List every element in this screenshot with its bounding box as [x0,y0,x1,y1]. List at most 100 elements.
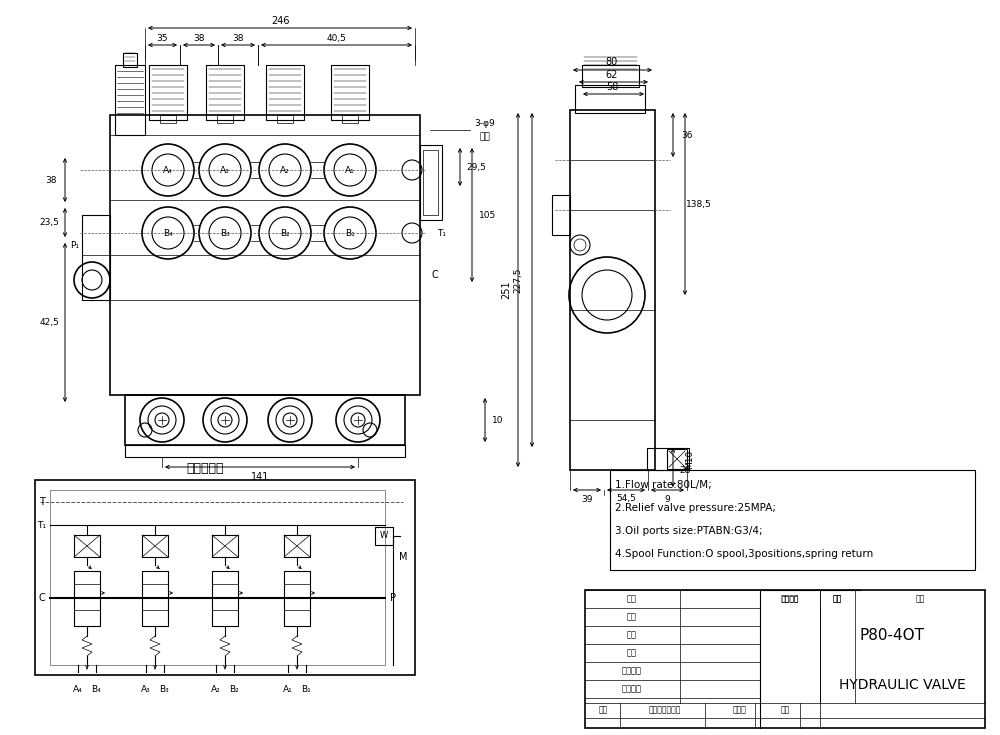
Text: 更改人: 更改人 [733,706,747,714]
Text: B₄: B₄ [91,684,101,694]
Bar [142,535,168,557]
Text: 9: 9 [664,495,670,503]
Text: 3.Oil ports size:PTABN:G3/4;: 3.Oil ports size:PTABN:G3/4; [615,526,763,536]
Text: M: M [399,552,407,562]
Text: 40,5: 40,5 [327,34,346,43]
Text: 日期: 日期 [780,706,790,714]
Bar [667,449,687,469]
Text: 重量: 重量 [832,595,842,603]
Text: HYDRAULIC VALVE: HYDRAULIC VALVE [839,678,965,692]
Bar [110,115,420,395]
Text: 校对: 校对 [627,648,637,658]
Text: 4.Spool Function:O spool,3positions,spring return: 4.Spool Function:O spool,3positions,spri… [615,549,873,559]
Bar [610,470,975,570]
Text: P: P [390,593,396,603]
Text: 35: 35 [157,34,168,43]
Text: 标准化查: 标准化查 [622,684,642,694]
Text: 138,5: 138,5 [686,199,712,209]
Bar [125,445,405,457]
Text: B₂: B₂ [229,684,239,694]
Bar [375,527,393,545]
Text: 141: 141 [251,472,269,482]
Text: 38: 38 [45,176,57,184]
Text: 1.Flow rate:80L/M;: 1.Flow rate:80L/M; [615,480,712,490]
Text: 39: 39 [581,495,593,503]
Text: A₂: A₂ [211,684,221,694]
Text: T: T [39,497,45,507]
Text: 246: 246 [271,16,289,26]
Bar [331,65,369,120]
Bar [570,110,655,470]
Text: 共页: 共页 [832,595,842,603]
Text: 58: 58 [606,82,618,92]
Text: T₁: T₁ [438,229,446,237]
Bar [284,571,310,626]
Bar [123,53,137,67]
Bar [206,65,244,120]
Bar [212,535,238,557]
Bar [160,115,176,123]
Text: 制图: 制图 [627,612,637,622]
Bar [647,448,689,470]
Text: A₁: A₁ [345,165,355,174]
Text: 23,5: 23,5 [39,218,59,227]
Text: 工艺检查: 工艺检查 [622,667,642,675]
Text: C: C [39,593,45,603]
Text: B₃: B₃ [220,229,230,237]
Bar [575,85,645,113]
Text: A₂: A₂ [280,165,290,174]
Bar [420,145,442,220]
Bar [35,480,415,675]
Text: A₁: A₁ [283,684,293,694]
Bar [284,535,310,557]
Text: 描图: 描图 [627,631,637,639]
Text: 10: 10 [492,415,504,425]
Bar [342,115,358,123]
Bar [582,65,639,87]
Text: C: C [432,270,438,280]
Text: 38: 38 [232,34,244,43]
Text: 2.Relief valve pressure:25MPA;: 2.Relief valve pressure:25MPA; [615,503,776,513]
Text: 图样标记: 图样标记 [781,595,799,603]
Bar [74,535,100,557]
Text: B₄: B₄ [163,229,173,237]
Bar [552,195,570,235]
Bar [585,590,985,728]
Text: A₃: A₃ [220,165,230,174]
Text: 液压原理图: 液压原理图 [186,462,224,475]
Bar [82,215,110,300]
Text: M10: M10 [686,449,694,469]
Bar [212,571,238,626]
Bar [423,150,438,215]
Text: A₃: A₃ [141,684,151,694]
Bar [266,65,304,120]
Bar [125,395,405,445]
Bar [217,115,233,123]
Text: 105: 105 [479,210,497,220]
Text: 通孔: 通孔 [480,132,490,142]
Text: W: W [380,531,388,540]
Text: 设计: 设计 [627,595,637,603]
Text: 80: 80 [606,57,618,67]
Text: 标记: 标记 [598,706,608,714]
Text: 更改内容或依据: 更改内容或依据 [649,706,681,714]
Text: B₃: B₃ [159,684,169,694]
Text: B₁: B₁ [345,229,355,237]
Text: 42,5: 42,5 [39,318,59,327]
Bar [115,65,145,135]
Text: 28: 28 [679,465,691,475]
Text: 54,5: 54,5 [616,495,636,503]
Bar [74,571,100,626]
Text: B₁: B₁ [301,684,311,694]
Text: 227,5: 227,5 [514,268,522,293]
Text: 38: 38 [193,34,205,43]
Text: A₄: A₄ [163,165,173,174]
Text: 图样标记: 图样标记 [782,595,798,602]
Text: 62: 62 [606,70,618,80]
Text: A₄: A₄ [73,684,83,694]
Bar [50,490,385,665]
Bar [277,115,293,123]
Bar [149,65,187,120]
Text: 第页: 第页 [915,595,925,603]
Text: P80-4OT: P80-4OT [860,628,924,642]
